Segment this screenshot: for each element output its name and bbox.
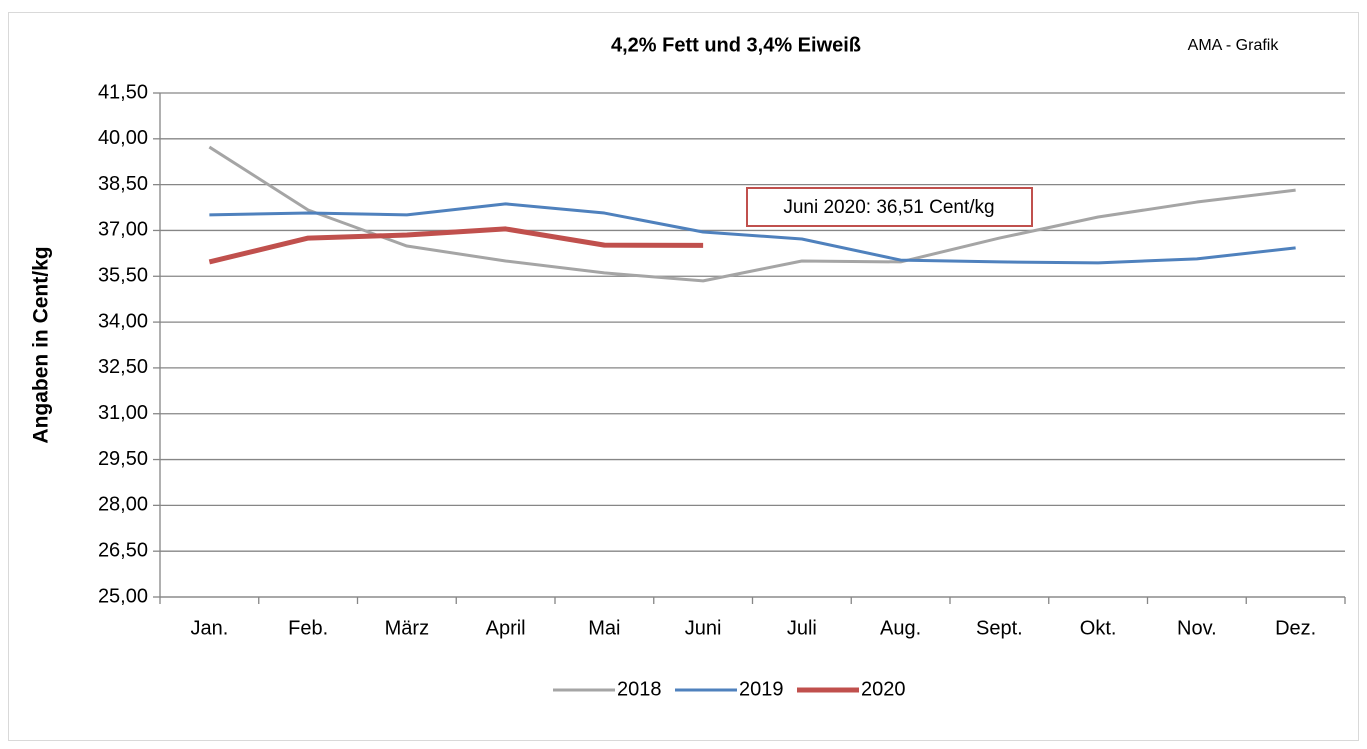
annotation-box: [746, 187, 1033, 227]
y-tick-label: 37,00: [98, 219, 148, 241]
y-axis-title: Angaben in Cent/kg: [30, 246, 53, 443]
series-line: [208, 145, 1296, 283]
x-tick-label: Juli: [787, 617, 817, 639]
x-tick-label: April: [486, 617, 526, 639]
x-tick-label: Mai: [588, 617, 620, 639]
legend-label: 2019: [739, 678, 784, 700]
annotation: Juni 2020: 36,51 Cent/kg: [783, 197, 994, 218]
y-tick-label: 31,00: [98, 402, 148, 424]
y-tick-label: 28,00: [98, 494, 148, 516]
legend-item: 2019: [675, 678, 784, 700]
legend-label: 2020: [861, 678, 906, 700]
y-tick-label: 34,00: [98, 310, 148, 332]
legend-item: 2018: [553, 678, 662, 700]
x-tick-label: Sept.: [976, 617, 1023, 639]
x-tick-label: Okt.: [1080, 617, 1117, 639]
y-tick-label: 38,50: [98, 173, 148, 195]
chart-border: [8, 12, 1359, 741]
y-tick-label: 29,50: [98, 448, 148, 470]
y-tick-label: 35,50: [98, 265, 148, 287]
y-tick-label: 26,50: [98, 539, 148, 561]
x-tick-label: Aug.: [880, 617, 921, 639]
legend-item: 2020: [797, 678, 906, 700]
y-tick-label: 41,50: [98, 81, 148, 103]
y-tick-label: 40,00: [98, 127, 148, 149]
chart-title: 4,2% Fett und 3,4% Eiweiß: [611, 34, 861, 56]
x-tick-label: Jan.: [190, 617, 228, 639]
x-tick-label: März: [385, 617, 429, 639]
series-line: [208, 226, 704, 265]
x-tick-label: Feb.: [288, 617, 328, 639]
x-tick-label: Nov.: [1177, 617, 1217, 639]
plot-area: 25,00 26,50 28,00 29,50 31,00 32,50 34,00 35,50…: [98, 81, 1346, 700]
y-tick-label: 32,50: [98, 356, 148, 378]
x-tick-label: Dez.: [1275, 617, 1316, 639]
legend-label: 2018: [617, 678, 662, 700]
y-tick-label: 25,00: [98, 585, 148, 607]
source-label: AMA - Grafik: [1188, 37, 1280, 54]
series-line: [209, 202, 1296, 265]
x-tick-label: Juni: [685, 617, 722, 639]
